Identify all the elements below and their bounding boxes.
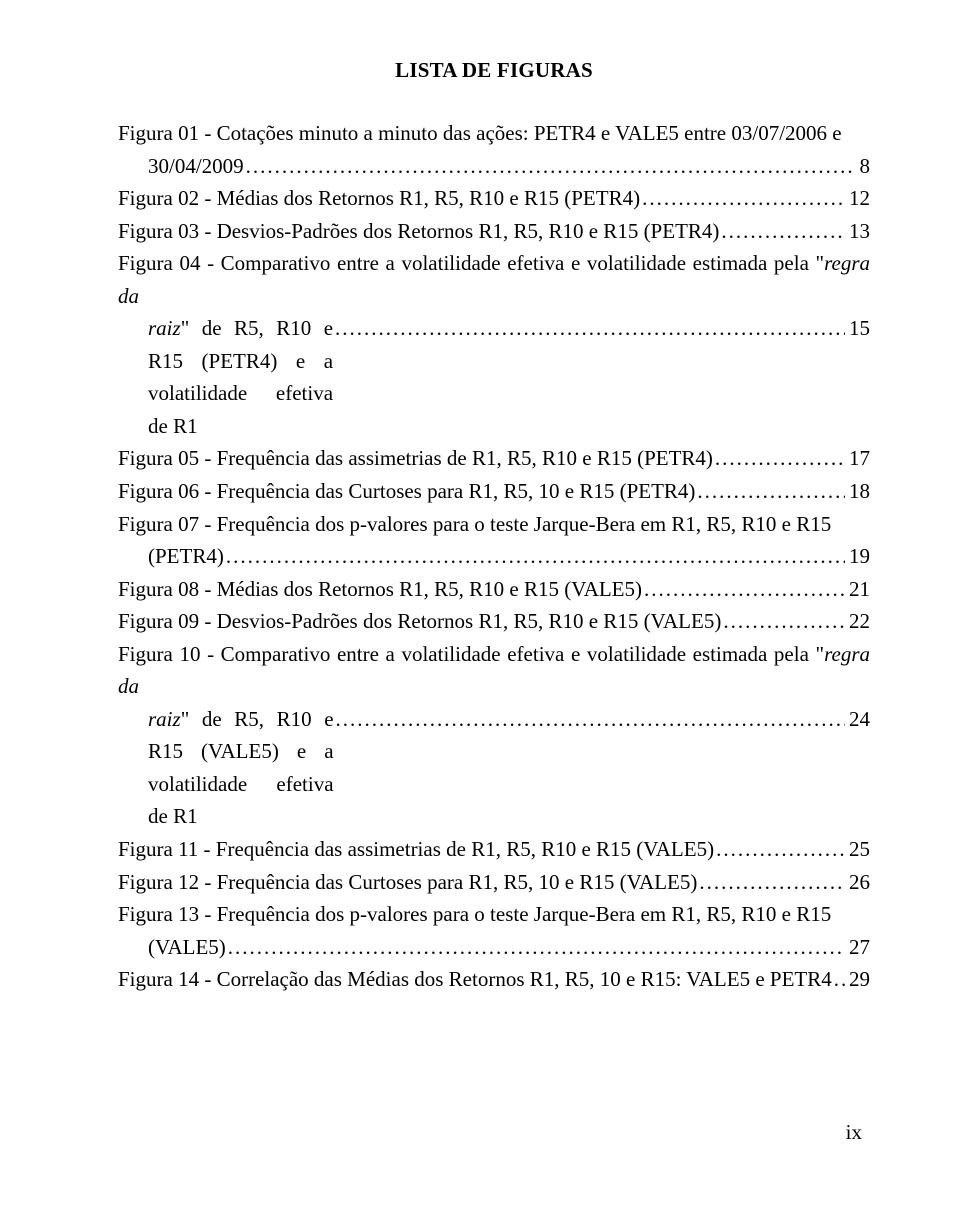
entry-text: 30/04/2009 — [148, 150, 244, 183]
entry-text: Figura 03 - Desvios-Padrões dos Retornos… — [118, 215, 719, 248]
entry-last-line: raiz" de R5, R10 e R15 (PETR4) e a volat… — [118, 312, 870, 442]
entry-text: Figura 02 - Médias dos Retornos R1, R5, … — [118, 182, 640, 215]
dot-leaders: ........................................… — [721, 605, 845, 638]
entry-last-line: 30/04/2009..............................… — [118, 150, 870, 183]
entry-last-line: Figura 12 - Frequência das Curtoses para… — [118, 866, 870, 899]
entry-line: Figura 10 - Comparativo entre a volatili… — [118, 638, 870, 703]
entry-text: Figura 14 - Correlação das Médias dos Re… — [118, 963, 832, 996]
dot-leaders: ........................................… — [226, 931, 845, 964]
entry-last-line: (VALE5).................................… — [118, 931, 870, 964]
entry-text: Figura 05 - Frequência das assimetrias d… — [118, 442, 713, 475]
entry-page-number: 19 — [845, 540, 870, 573]
italic-text: raiz — [148, 707, 181, 731]
entry-page-number: 15 — [845, 312, 870, 345]
entry-line: Figura 01 - Cotações minuto a minuto das… — [118, 117, 870, 150]
document-page: LISTA DE FIGURAS Figura 01 - Cotações mi… — [0, 0, 960, 1211]
list-item: Figura 03 - Desvios-Padrões dos Retornos… — [118, 215, 870, 248]
dot-leaders: ........................................… — [224, 540, 845, 573]
entry-page-number: 29 — [845, 963, 870, 996]
list-item: Figura 09 - Desvios-Padrões dos Retornos… — [118, 605, 870, 638]
entry-last-line: Figura 14 - Correlação das Médias dos Re… — [118, 963, 870, 996]
list-item: Figura 06 - Frequência das Curtoses para… — [118, 475, 870, 508]
entry-page-number: 25 — [845, 833, 870, 866]
entry-text: Figura 09 - Desvios-Padrões dos Retornos… — [118, 605, 721, 638]
dot-leaders: ........................................… — [695, 475, 845, 508]
entry-last-line: Figura 11 - Frequência das assimetrias d… — [118, 833, 870, 866]
dot-leaders: ........................................… — [244, 150, 856, 183]
italic-text: regra da — [118, 251, 870, 308]
list-item: Figura 10 - Comparativo entre a volatili… — [118, 638, 870, 833]
entry-last-line: Figura 03 - Desvios-Padrões dos Retornos… — [118, 215, 870, 248]
entry-text: (VALE5) — [148, 931, 226, 964]
list-item: Figura 12 - Frequência das Curtoses para… — [118, 866, 870, 899]
list-item: Figura 07 - Frequência dos p-valores par… — [118, 508, 870, 573]
italic-text: regra da — [118, 642, 870, 699]
dot-leaders: ........................................… — [832, 963, 845, 996]
list-item: Figura 11 - Frequência das assimetrias d… — [118, 833, 870, 866]
dot-leaders: ........................................… — [334, 703, 845, 736]
entry-text: Figura 12 - Frequência das Curtoses para… — [118, 866, 697, 899]
dot-leaders: ........................................… — [713, 442, 845, 475]
entry-last-line: Figura 08 - Médias dos Retornos R1, R5, … — [118, 573, 870, 606]
list-item: Figura 02 - Médias dos Retornos R1, R5, … — [118, 182, 870, 215]
entry-line: Figura 04 - Comparativo entre a volatili… — [118, 247, 870, 312]
entry-text: raiz" de R5, R10 e R15 (PETR4) e a volat… — [148, 312, 333, 442]
entry-page-number: 8 — [856, 150, 871, 183]
entry-text: Figura 11 - Frequência das assimetrias d… — [118, 833, 714, 866]
dot-leaders: ........................................… — [333, 312, 845, 345]
entry-page-number: 24 — [845, 703, 870, 736]
entry-last-line: Figura 02 - Médias dos Retornos R1, R5, … — [118, 182, 870, 215]
entry-last-line: Figura 09 - Desvios-Padrões dos Retornos… — [118, 605, 870, 638]
entry-last-line: Figura 05 - Frequência das assimetrias d… — [118, 442, 870, 475]
list-item: Figura 04 - Comparativo entre a volatili… — [118, 247, 870, 442]
list-item: Figura 13 - Frequência dos p-valores par… — [118, 898, 870, 963]
italic-text: raiz — [148, 316, 181, 340]
page-number-footer: ix — [846, 1120, 862, 1145]
dot-leaders: ........................................… — [714, 833, 845, 866]
figure-list: Figura 01 - Cotações minuto a minuto das… — [118, 117, 870, 996]
entry-page-number: 17 — [845, 442, 870, 475]
dot-leaders: ........................................… — [640, 182, 845, 215]
entry-text: Figura 08 - Médias dos Retornos R1, R5, … — [118, 573, 642, 606]
list-item: Figura 08 - Médias dos Retornos R1, R5, … — [118, 573, 870, 606]
dot-leaders: ........................................… — [642, 573, 845, 606]
entry-last-line: (PETR4).................................… — [118, 540, 870, 573]
list-item: Figura 14 - Correlação das Médias dos Re… — [118, 963, 870, 996]
entry-page-number: 13 — [845, 215, 870, 248]
entry-text: Figura 06 - Frequência das Curtoses para… — [118, 475, 695, 508]
list-item: Figura 05 - Frequência das assimetrias d… — [118, 442, 870, 475]
entry-page-number: 22 — [845, 605, 870, 638]
page-title: LISTA DE FIGURAS — [118, 58, 870, 83]
dot-leaders: ........................................… — [697, 866, 845, 899]
dot-leaders: ........................................… — [719, 215, 845, 248]
entry-text: raiz" de R5, R10 e R15 (VALE5) e a volat… — [148, 703, 334, 833]
entry-page-number: 21 — [845, 573, 870, 606]
entry-last-line: raiz" de R5, R10 e R15 (VALE5) e a volat… — [118, 703, 870, 833]
entry-last-line: Figura 06 - Frequência das Curtoses para… — [118, 475, 870, 508]
entry-page-number: 12 — [845, 182, 870, 215]
entry-text: (PETR4) — [148, 540, 224, 573]
list-item: Figura 01 - Cotações minuto a minuto das… — [118, 117, 870, 182]
entry-page-number: 26 — [845, 866, 870, 899]
entry-line: Figura 13 - Frequência dos p-valores par… — [118, 898, 870, 931]
entry-line: Figura 07 - Frequência dos p-valores par… — [118, 508, 870, 541]
entry-page-number: 27 — [845, 931, 870, 964]
entry-page-number: 18 — [845, 475, 870, 508]
